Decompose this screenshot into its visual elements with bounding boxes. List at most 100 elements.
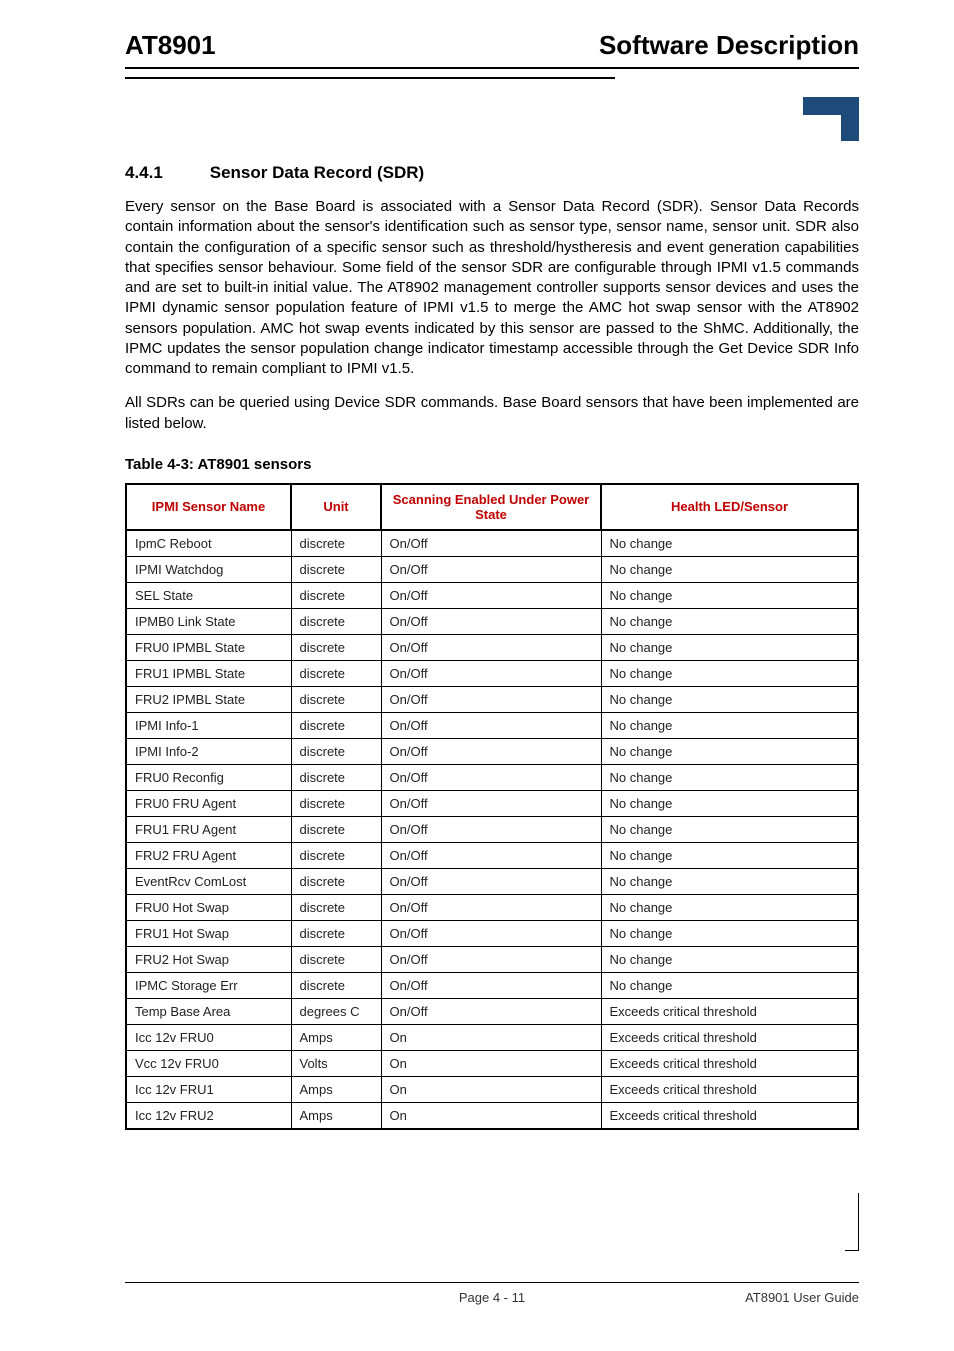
logo-block — [125, 97, 859, 141]
table-cell: discrete — [291, 816, 381, 842]
table-row: FRU2 FRU AgentdiscreteOn/OffNo change — [126, 842, 858, 868]
table-cell: Icc 12v FRU2 — [126, 1102, 291, 1129]
table-cell: IPMI Info-1 — [126, 712, 291, 738]
table-row: FRU0 Hot SwapdiscreteOn/OffNo change — [126, 894, 858, 920]
table-cell: No change — [601, 556, 858, 582]
table-cell: discrete — [291, 530, 381, 557]
table-cell: discrete — [291, 972, 381, 998]
header-rule — [125, 77, 615, 79]
table-cell: On/Off — [381, 530, 601, 557]
table-cell: On/Off — [381, 608, 601, 634]
table-cell: Exceeds critical threshold — [601, 1050, 858, 1076]
table-cell: discrete — [291, 660, 381, 686]
table-cell: discrete — [291, 894, 381, 920]
table-cell: discrete — [291, 712, 381, 738]
table-cell: No change — [601, 686, 858, 712]
table-row: Icc 12v FRU1AmpsOnExceeds critical thres… — [126, 1076, 858, 1102]
footer-right: AT8901 User Guide — [745, 1290, 859, 1305]
table-row: FRU1 FRU AgentdiscreteOn/OffNo change — [126, 816, 858, 842]
table-cell: No change — [601, 582, 858, 608]
table-cell: No change — [601, 634, 858, 660]
table-cell: No change — [601, 894, 858, 920]
table-cell: discrete — [291, 842, 381, 868]
table-row: FRU1 Hot SwapdiscreteOn/OffNo change — [126, 920, 858, 946]
table-cell: discrete — [291, 738, 381, 764]
table-cell: On — [381, 1024, 601, 1050]
table-row: EventRcv ComLostdiscreteOn/OffNo change — [126, 868, 858, 894]
table-cell: On/Off — [381, 972, 601, 998]
page-header: AT8901 Software Description — [125, 30, 859, 69]
table-cell: On — [381, 1076, 601, 1102]
table-cell: On — [381, 1102, 601, 1129]
table-cell: No change — [601, 790, 858, 816]
paragraph-1: Every sensor on the Base Board is associ… — [125, 197, 859, 379]
table-cell: Temp Base Area — [126, 998, 291, 1024]
table-cell: IPMB0 Link State — [126, 608, 291, 634]
table-cell: Vcc 12v FRU0 — [126, 1050, 291, 1076]
table-header: Scanning Enabled Under Power State — [381, 484, 601, 530]
table-row: FRU2 IPMBL StatediscreteOn/OffNo change — [126, 686, 858, 712]
table-cell: discrete — [291, 686, 381, 712]
section-number: 4.4.1 — [125, 163, 205, 183]
table-cell: Amps — [291, 1076, 381, 1102]
table-header: IPMI Sensor Name — [126, 484, 291, 530]
table-cell: SEL State — [126, 582, 291, 608]
table-cell: No change — [601, 920, 858, 946]
table-row: FRU0 ReconfigdiscreteOn/OffNo change — [126, 764, 858, 790]
table-header: Unit — [291, 484, 381, 530]
table-cell: On/Off — [381, 946, 601, 972]
table-row: IpmC RebootdiscreteOn/OffNo change — [126, 530, 858, 557]
table-cell: On/Off — [381, 894, 601, 920]
table-cell: No change — [601, 946, 858, 972]
header-right: Software Description — [599, 30, 859, 61]
table-cell: discrete — [291, 920, 381, 946]
table-row: Icc 12v FRU2AmpsOnExceeds critical thres… — [126, 1102, 858, 1129]
table-cell: No change — [601, 738, 858, 764]
table-cell: IPMI Watchdog — [126, 556, 291, 582]
table-cell: discrete — [291, 556, 381, 582]
table-row: Vcc 12v FRU0VoltsOnExceeds critical thre… — [126, 1050, 858, 1076]
table-cell: EventRcv ComLost — [126, 868, 291, 894]
table-cell: No change — [601, 972, 858, 998]
table-cell: On/Off — [381, 712, 601, 738]
table-row: FRU0 IPMBL StatediscreteOn/OffNo change — [126, 634, 858, 660]
table-cell: IpmC Reboot — [126, 530, 291, 557]
table-cell: FRU0 Reconfig — [126, 764, 291, 790]
table-cell: degrees C — [291, 998, 381, 1024]
table-cell: Icc 12v FRU1 — [126, 1076, 291, 1102]
table-cell: On/Off — [381, 582, 601, 608]
table-cell: discrete — [291, 790, 381, 816]
table-cell: Exceeds critical threshold — [601, 1076, 858, 1102]
table-cell: Exceeds critical threshold — [601, 998, 858, 1024]
table-cell: IPMI Info-2 — [126, 738, 291, 764]
table-cell: No change — [601, 868, 858, 894]
table-cell: Volts — [291, 1050, 381, 1076]
table-caption: Table 4-3: AT8901 sensors — [125, 456, 859, 473]
table-cell: Exceeds critical threshold — [601, 1102, 858, 1129]
footer-page: Page 4 - 11 — [459, 1290, 525, 1305]
table-cell: Amps — [291, 1102, 381, 1129]
table-cell: On/Off — [381, 920, 601, 946]
table-cell: On — [381, 1050, 601, 1076]
table-cell: Amps — [291, 1024, 381, 1050]
table-row: IPMC Storage ErrdiscreteOn/OffNo change — [126, 972, 858, 998]
table-cell: FRU0 IPMBL State — [126, 634, 291, 660]
table-cell: discrete — [291, 868, 381, 894]
table-cell: FRU0 Hot Swap — [126, 894, 291, 920]
table-cell: No change — [601, 530, 858, 557]
table-cell: Icc 12v FRU0 — [126, 1024, 291, 1050]
table-header: Health LED/Sensor — [601, 484, 858, 530]
section-title: Sensor Data Record (SDR) — [210, 163, 424, 182]
table-row: FRU1 IPMBL StatediscreteOn/OffNo change — [126, 660, 858, 686]
paragraph-2: All SDRs can be queried using Device SDR… — [125, 393, 859, 434]
table-cell: FRU0 FRU Agent — [126, 790, 291, 816]
table-cell: On/Off — [381, 998, 601, 1024]
table-cell: No change — [601, 608, 858, 634]
table-row: FRU2 Hot SwapdiscreteOn/OffNo change — [126, 946, 858, 972]
table-cell: No change — [601, 660, 858, 686]
table-header-row: IPMI Sensor Name Unit Scanning Enabled U… — [126, 484, 858, 530]
table-cell: FRU2 FRU Agent — [126, 842, 291, 868]
table-cell: No change — [601, 842, 858, 868]
table-cell: FRU2 IPMBL State — [126, 686, 291, 712]
table-row: IPMI Info-2discreteOn/OffNo change — [126, 738, 858, 764]
